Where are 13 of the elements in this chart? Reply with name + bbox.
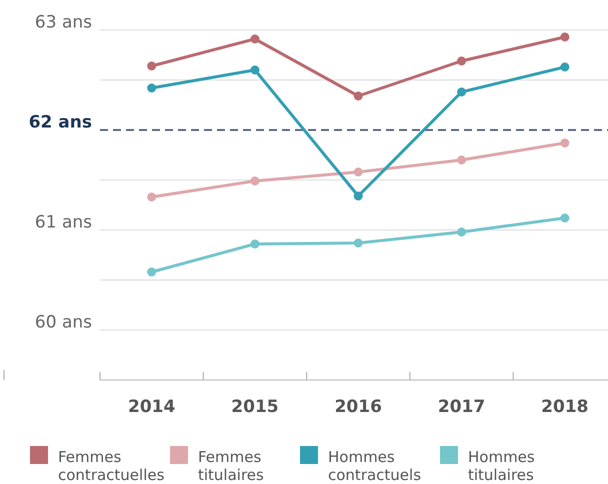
legend-label: Femmes titulaires — [198, 448, 264, 484]
ref-line-label: 62 ans — [28, 112, 92, 132]
legend-label: Hommes titulaires — [468, 448, 535, 484]
x-tick-label: 2016 — [334, 397, 382, 417]
x-tick-label: 2014 — [128, 397, 176, 417]
x-tick-label: 2017 — [438, 397, 486, 417]
legend-label: Hommes contractuels — [328, 448, 422, 484]
legend-label: Femmes contractuelles — [58, 448, 165, 484]
y-tick-label: 61 ans — [34, 212, 92, 232]
y-tick-label: 63 ans — [34, 12, 92, 32]
y-tick-label: 60 ans — [34, 312, 92, 332]
x-tick-label: 2015 — [231, 397, 279, 417]
x-tick-label: 2018 — [541, 397, 589, 417]
